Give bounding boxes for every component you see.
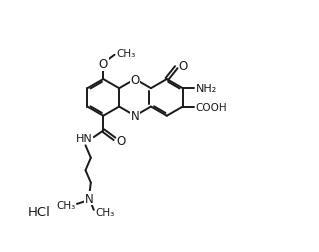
Text: O: O <box>130 73 140 86</box>
Text: N: N <box>131 110 139 123</box>
Text: HN: HN <box>76 134 92 144</box>
Text: HCl: HCl <box>28 205 51 218</box>
Text: CH₃: CH₃ <box>116 49 136 59</box>
Text: N: N <box>85 192 94 205</box>
Text: O: O <box>179 60 188 73</box>
Text: COOH: COOH <box>196 102 227 112</box>
Text: CH₃: CH₃ <box>95 207 114 217</box>
Text: CH₃: CH₃ <box>56 201 75 211</box>
Text: O: O <box>116 134 126 147</box>
Text: NH₂: NH₂ <box>196 84 217 94</box>
Text: O: O <box>99 58 108 71</box>
